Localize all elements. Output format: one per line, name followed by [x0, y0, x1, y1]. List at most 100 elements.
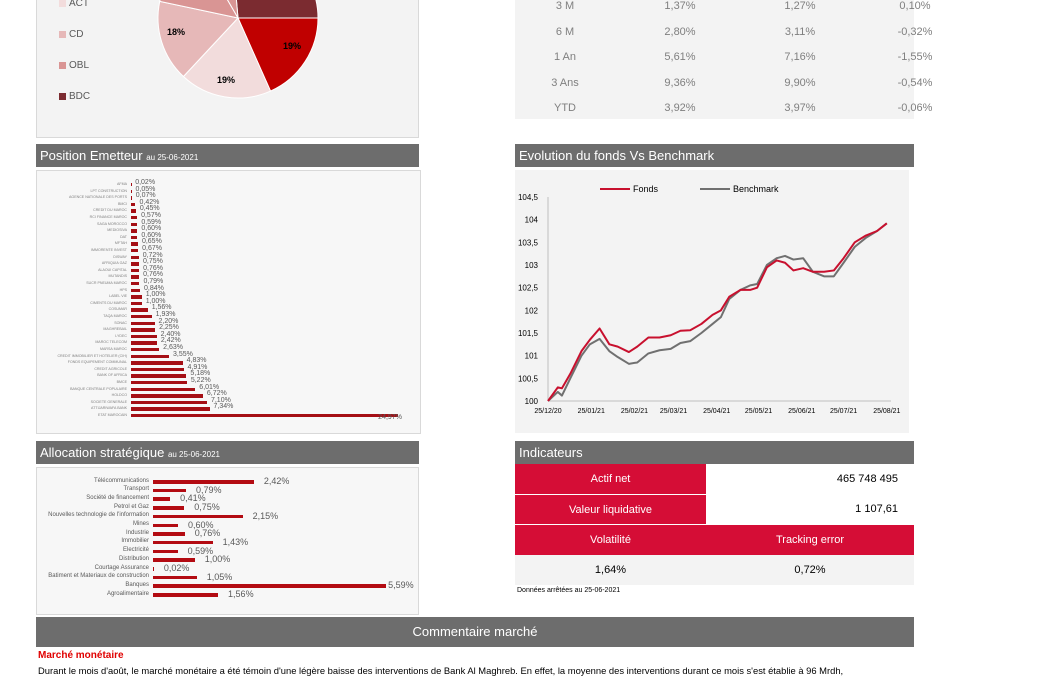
pie-slice-obl-2: [227, 0, 239, 19]
issuer-bar: [131, 348, 160, 352]
sector-value: 0,79%: [195, 484, 222, 495]
x-tick-label: 25/04/21: [703, 408, 730, 415]
y-tick-label: 100: [525, 397, 539, 406]
issuer-value: 3,55%: [172, 350, 193, 358]
sector-value: 0,75%: [194, 502, 220, 513]
issuer-label: BMCI: [118, 201, 127, 206]
performance-cell: 3,97%: [784, 102, 816, 114]
issuer-label: MEDIOSIVA: [107, 228, 127, 233]
performance-cell: 6 M: [555, 25, 575, 38]
sector-label: Electricité: [122, 547, 149, 554]
pie-slice-cd: [157, 0, 239, 78]
issuer-bar: [131, 394, 203, 398]
legend-label: Benchmark: [733, 184, 779, 194]
emetteur-chart: AFMA 0,02% LPT CONSTRUCTION 0,05% AGENCE NAT…: [36, 170, 421, 434]
issuer-label: LPT CONSTRUCTION: [90, 188, 127, 193]
issuer-label: MAROC TELECOM: [95, 340, 127, 345]
issuer-bar: [131, 229, 138, 233]
issuer-label: ALAOUI CAPITAL: [98, 267, 127, 272]
issuer-value: 4,83%: [186, 357, 207, 365]
issuer-label: BANK OF AFRICA: [97, 373, 127, 378]
commentaire-title: Commentaire marché: [412, 624, 538, 639]
y-tick-label: 100,5: [518, 374, 539, 383]
performance-row: 6 M 2,80% 3,11% -0,32%: [515, 20, 933, 45]
issuer-label: CREDIT AGRICOLE: [94, 366, 127, 371]
issuer-bar: [131, 328, 156, 332]
issuer-bar: [131, 209, 136, 213]
x-tick-label: 25/05/21: [745, 408, 772, 415]
legend-label: CD: [69, 29, 84, 40]
pie-label: 18%: [167, 27, 185, 37]
issuer-value: 4,91%: [187, 363, 208, 371]
issuer-label: IMMORENTE INVEST: [91, 248, 127, 252]
x-tick-label: 25/06/21: [788, 408, 815, 415]
sector-bar: [153, 575, 197, 580]
issuer-value: 0,60%: [141, 225, 162, 233]
x-tick-label: 25/01/21: [578, 408, 605, 415]
issuer-value: 6,01%: [199, 383, 220, 391]
sector-bar: [153, 558, 195, 562]
sector-bar: [153, 506, 185, 510]
performance-cell: 3,11%: [784, 25, 816, 38]
actif-net-value: 465 748 495: [836, 473, 898, 485]
x-tick-label: 25/03/21: [660, 408, 687, 415]
legend-swatch: [59, 0, 66, 7]
issuer-label: BMCE: [116, 380, 127, 384]
series-line-benchmark: [547, 222, 888, 402]
issuer-bar: [131, 354, 169, 358]
issuer-value: 0,05%: [135, 185, 156, 193]
pie-slice-act: [182, 17, 272, 99]
performance-row: 3 Ans 9,36% 9,90% -0,54%: [515, 71, 932, 96]
issuer-bar: [131, 196, 132, 200]
performance-cell: 7,16%: [784, 51, 816, 63]
sector-bar: [153, 593, 219, 597]
issuer-label: RCI FINANCE MAROC: [89, 215, 127, 219]
issuer-bar: [131, 189, 132, 193]
performance-cell: 0,10%: [899, 0, 931, 12]
issuer-label: HOLDCO: [111, 393, 127, 398]
pie-slice-bdc: [235, 0, 319, 19]
sector-value: 0,60%: [188, 519, 214, 530]
performance-row: 3 M 1,37% 1,27% 0,10%: [515, 0, 931, 19]
issuer-value: 2,40%: [160, 330, 181, 338]
issuer-bar: [131, 414, 399, 418]
issuer-bar: [131, 288, 140, 292]
issuer-bar: [131, 216, 138, 220]
sector-label: Petrol et Gaz: [113, 503, 149, 510]
commentaire-text: Durant le mois d'août, le marché monétai…: [38, 665, 844, 676]
volatilite-label: Volatilité: [515, 525, 706, 555]
issuer-label: DAT: [120, 234, 127, 239]
performance-row: 1 An 5,61% 7,16% -1,55%: [515, 45, 932, 70]
sector-value: 1,00%: [204, 554, 231, 565]
sector-value: 0,76%: [194, 528, 221, 539]
issuer-value: 0,57%: [141, 212, 161, 219]
series-line-fonds: [547, 222, 888, 402]
issuer-bar: [131, 308, 148, 312]
issuer-bar: [131, 255, 139, 259]
issuer-value: 0,02%: [135, 179, 156, 186]
issuer-label: SAGA MOROCCO: [97, 221, 127, 226]
issuer-value: 0,42%: [139, 198, 160, 206]
issuer-bar: [131, 275, 140, 279]
issuer-value: 2,20%: [158, 317, 179, 325]
evolution-header: Evolution du fonds Vs Benchmark: [515, 144, 914, 167]
x-tick-label: 25/02/21: [621, 408, 648, 415]
issuer-bar: [131, 367, 184, 372]
legend-item-obl: OBL: [59, 60, 89, 71]
issuer-bar: [131, 301, 142, 306]
issuer-label: MFTAH: [114, 241, 127, 246]
emetteur-title: Position Emetteur: [40, 148, 143, 163]
tracking-error-value: 0,72%: [706, 555, 914, 585]
issuer-value: 0,65%: [141, 238, 162, 246]
vl-label: Valeur liquidative: [515, 494, 706, 524]
issuer-value: 0,60%: [141, 231, 162, 239]
emetteur-header: Position Emetteur au 25-06-2021: [36, 144, 419, 167]
issuer-bar: [131, 387, 196, 391]
issuer-bar: [131, 400, 207, 405]
issuer-label: CIMENTS DU MAROC: [90, 300, 127, 305]
performance-cell: -0,06%: [897, 102, 933, 114]
issuer-value: 1,00%: [145, 291, 166, 299]
sector-label: Transport: [123, 486, 149, 493]
y-tick-label: 102: [525, 306, 539, 315]
issuer-label: AGENCE NATIONALE DES PORTS: [69, 195, 127, 200]
